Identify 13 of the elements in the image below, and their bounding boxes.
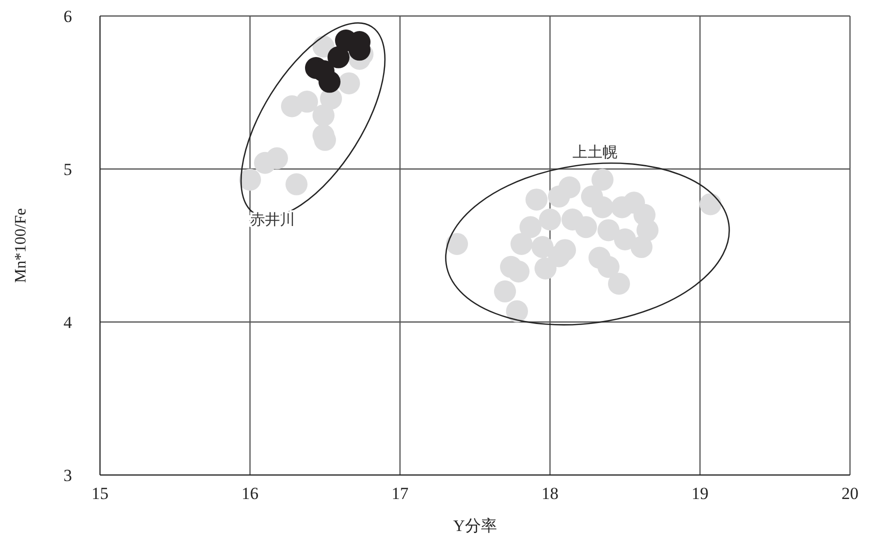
y-tick-label: 4 <box>64 313 72 332</box>
y-tick-label: 5 <box>64 160 72 180</box>
x-axis-title: Y分率 <box>453 517 497 535</box>
annotation: 上土幌 <box>572 144 618 162</box>
x-tick-label: 19 <box>692 484 708 504</box>
x-tick-label: 15 <box>92 484 108 504</box>
y-axis-title: Mn*100/Fe <box>12 208 30 283</box>
y-tick-label: 3 <box>64 466 72 486</box>
x-tick-label: 17 <box>392 484 409 504</box>
x-tick-label: 16 <box>242 484 258 504</box>
x-tick-label: 20 <box>842 484 858 504</box>
y-tick-label: 6 <box>64 7 72 26</box>
x-tick-label: 18 <box>542 484 558 504</box>
